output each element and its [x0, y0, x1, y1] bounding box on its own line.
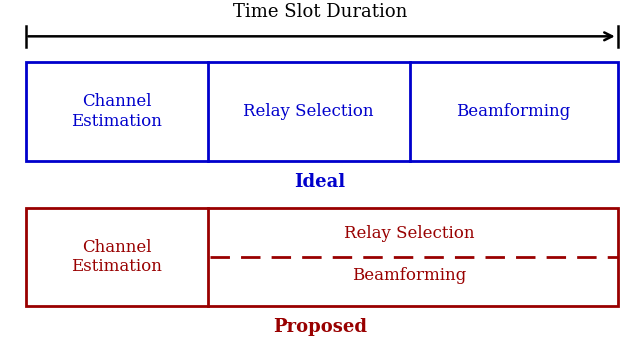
- Text: Ideal: Ideal: [294, 173, 346, 191]
- Bar: [26, 208, 618, 306]
- Text: Beamforming: Beamforming: [456, 103, 570, 120]
- Bar: [26, 62, 618, 161]
- Text: Proposed: Proposed: [273, 318, 367, 336]
- Text: Beamforming: Beamforming: [353, 266, 467, 284]
- Text: Time Slot Duration: Time Slot Duration: [233, 3, 407, 21]
- Text: Relay Selection: Relay Selection: [243, 103, 374, 120]
- Text: Channel
Estimation: Channel Estimation: [71, 93, 162, 130]
- Text: Relay Selection: Relay Selection: [344, 225, 475, 242]
- Text: Channel
Estimation: Channel Estimation: [71, 239, 162, 275]
